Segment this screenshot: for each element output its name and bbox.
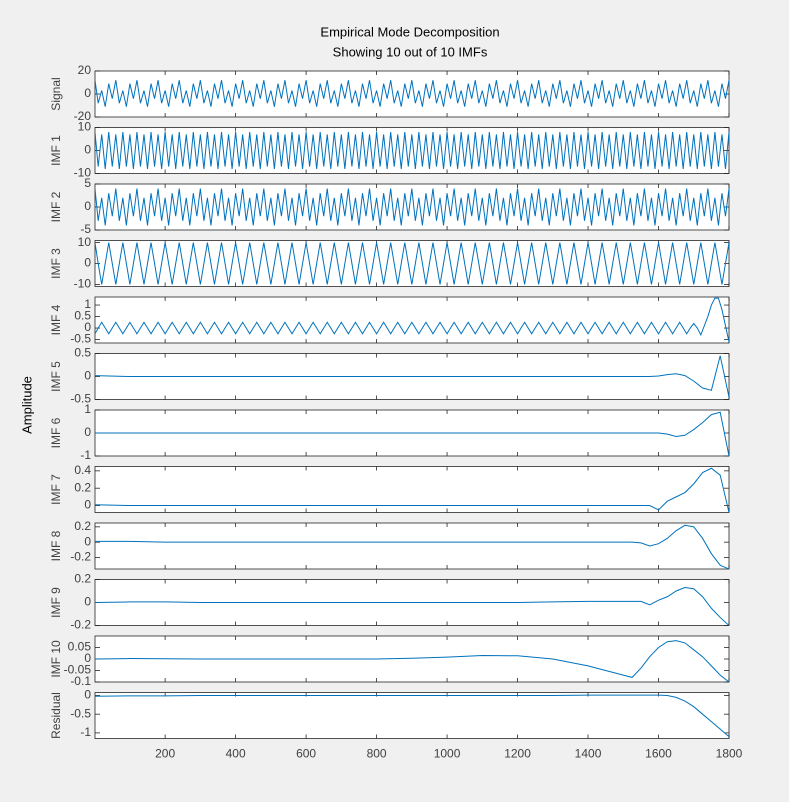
y-tick-label: 0 bbox=[84, 143, 91, 157]
panel-label: IMF 3 bbox=[49, 248, 63, 279]
y-axis-label: Amplitude bbox=[19, 376, 34, 434]
x-tick-label: 1400 bbox=[575, 747, 602, 761]
data-line bbox=[95, 411, 729, 456]
y-tick-label: -1 bbox=[80, 725, 91, 739]
x-tick-label: 1800 bbox=[716, 747, 743, 761]
data-line bbox=[95, 242, 729, 285]
panel-label: IMF 7 bbox=[49, 474, 63, 505]
y-tick-label: 0.5 bbox=[74, 309, 91, 323]
y-tick-label: 0.2 bbox=[74, 572, 91, 586]
y-tick-label: -10 bbox=[74, 277, 92, 291]
x-tick-label: 1200 bbox=[504, 747, 531, 761]
data-line bbox=[95, 467, 729, 513]
panel-label: IMF 10 bbox=[49, 640, 63, 678]
axes-frame bbox=[94, 466, 730, 513]
panel-label: Residual bbox=[49, 692, 63, 739]
panel-label: IMF 5 bbox=[49, 361, 63, 392]
y-tick-label: 0 bbox=[84, 320, 91, 334]
y-tick-label: -0.5 bbox=[70, 706, 91, 720]
y-tick-label: -20 bbox=[74, 109, 92, 123]
y-tick-label: -0.2 bbox=[70, 550, 91, 564]
axes-frame bbox=[94, 692, 730, 739]
y-tick-label: -5 bbox=[80, 222, 91, 236]
panel-label: IMF 6 bbox=[49, 417, 63, 448]
panel-label: IMF 9 bbox=[49, 587, 63, 618]
y-tick-label: 0 bbox=[84, 86, 91, 100]
data-line bbox=[95, 297, 729, 342]
y-tick-label: 0 bbox=[84, 369, 91, 383]
y-tick-label: -1 bbox=[80, 448, 91, 462]
data-line bbox=[95, 694, 729, 738]
data-line bbox=[95, 640, 729, 682]
y-tick-label: -0.1 bbox=[70, 674, 91, 688]
y-tick-label: 1 bbox=[84, 297, 91, 311]
y-tick-label: 0 bbox=[84, 595, 91, 609]
y-tick-label: 5 bbox=[84, 176, 91, 190]
panel-label: IMF 1 bbox=[49, 135, 63, 166]
y-tick-label: 0 bbox=[84, 256, 91, 270]
data-line bbox=[95, 188, 729, 226]
y-tick-label: -0.5 bbox=[70, 392, 91, 406]
y-tick-label: 10 bbox=[78, 120, 92, 134]
y-tick-label: 10 bbox=[78, 235, 92, 249]
y-tick-label: 0 bbox=[84, 534, 91, 548]
y-tick-label: 0.2 bbox=[74, 480, 91, 494]
y-tick-label: 20 bbox=[78, 63, 92, 77]
chart-subtitle: Showing 10 out of 10 IMFs bbox=[333, 44, 488, 59]
y-tick-label: -10 bbox=[74, 166, 92, 180]
panel-label: Signal bbox=[49, 77, 63, 110]
y-tick-label: -0.2 bbox=[70, 618, 91, 632]
y-tick-label: -0.05 bbox=[64, 663, 92, 677]
y-tick-label: 0.2 bbox=[74, 519, 91, 533]
data-line bbox=[95, 80, 729, 107]
x-tick-label: 800 bbox=[367, 747, 387, 761]
y-tick-label: 0 bbox=[84, 688, 91, 702]
axes-frame bbox=[94, 522, 730, 570]
y-tick-label: 0.4 bbox=[74, 463, 91, 477]
x-tick-label: 200 bbox=[155, 747, 175, 761]
axes-frame bbox=[94, 240, 730, 287]
y-tick-label: 0.5 bbox=[74, 346, 91, 360]
y-tick-label: 0.05 bbox=[68, 640, 92, 654]
y-tick-label: 0 bbox=[84, 199, 91, 213]
chart-title: Empirical Mode Decomposition bbox=[320, 24, 499, 39]
axes-frame bbox=[94, 70, 730, 118]
panel-label: IMF 8 bbox=[49, 530, 63, 561]
x-tick-label: 1600 bbox=[645, 747, 672, 761]
axes-frame bbox=[94, 296, 730, 344]
y-tick-label: -0.5 bbox=[70, 332, 91, 346]
panel-label: IMF 2 bbox=[49, 191, 63, 222]
data-line bbox=[95, 524, 729, 569]
x-tick-label: 600 bbox=[296, 747, 316, 761]
data-line bbox=[95, 132, 729, 169]
panel-label: IMF 4 bbox=[49, 304, 63, 335]
y-tick-label: 0 bbox=[84, 498, 91, 512]
y-tick-label: 0 bbox=[84, 425, 91, 439]
y-tick-label: 0 bbox=[84, 651, 91, 665]
data-line bbox=[95, 587, 729, 626]
x-tick-label: 1000 bbox=[434, 747, 461, 761]
x-tick-label: 400 bbox=[226, 747, 246, 761]
y-tick-label: 1 bbox=[84, 402, 91, 416]
data-line bbox=[95, 355, 729, 398]
